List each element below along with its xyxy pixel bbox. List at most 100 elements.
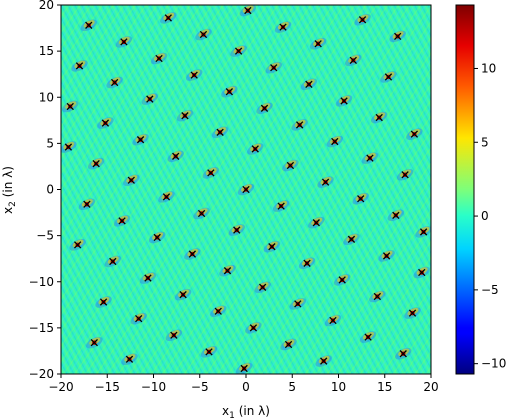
lattice-point — [389, 30, 406, 43]
lattice-point — [404, 307, 421, 319]
lattice-point — [254, 281, 271, 294]
lattice-point — [396, 168, 414, 181]
lattice-point — [291, 119, 308, 131]
x-tick-label: −20 — [48, 380, 73, 394]
colorbar-tick-label: 0 — [481, 209, 489, 223]
lattice-point — [195, 28, 212, 41]
lattice-point — [395, 347, 412, 360]
lattice-point — [174, 288, 192, 301]
lattice-point — [289, 298, 307, 310]
y-tick-label: 20 — [39, 0, 54, 12]
lattice-point — [62, 100, 79, 113]
lattice-point — [69, 239, 86, 251]
lattice-point — [272, 200, 290, 212]
lattice-point — [71, 60, 88, 72]
lattice-point — [158, 191, 175, 203]
lattice-point — [333, 274, 351, 286]
lattice-point — [308, 216, 325, 229]
lattice-point — [193, 207, 210, 220]
lattice-point — [87, 157, 105, 170]
y-tick-label: −10 — [29, 275, 54, 289]
x-tick-label: 0 — [242, 380, 250, 394]
lattice-point — [335, 95, 353, 107]
lattice-point — [185, 69, 203, 81]
lattice-point — [61, 141, 77, 153]
heatmap-plot-area — [61, 5, 431, 374]
lattice-point — [263, 240, 281, 253]
colorbar — [456, 5, 474, 374]
lattice-point — [200, 346, 218, 358]
lattice-point — [148, 231, 166, 244]
lattice-point — [380, 71, 397, 83]
y-axis: −20 −15 −10 −5 0 5 10 15 20 — [29, 0, 61, 381]
colorbar-tick-label: 10 — [481, 61, 496, 75]
lattice-point — [78, 198, 96, 211]
lattice-point — [354, 13, 371, 26]
lattice-point — [274, 21, 292, 33]
colorbar-tick-label: 5 — [481, 135, 489, 149]
lattice-point — [165, 329, 183, 342]
lattice-point — [106, 76, 123, 89]
colorbar-tick-label: −5 — [481, 283, 499, 297]
lattice-point — [176, 109, 194, 122]
lattice-point — [239, 5, 257, 17]
lattice-point — [343, 233, 360, 246]
lattice-point — [95, 296, 112, 308]
lattice-point — [139, 272, 157, 284]
lattice-point — [280, 338, 297, 351]
lattice-point — [97, 117, 114, 129]
lattice-point — [359, 331, 377, 343]
lattice-point — [245, 322, 262, 334]
y-axis-label: x2 (in λ) — [1, 166, 18, 214]
lattice-point — [228, 224, 245, 236]
lattice-point — [235, 362, 253, 374]
lattice-point — [80, 19, 97, 32]
lattice-point — [265, 61, 282, 74]
y-tick-label: −20 — [29, 367, 54, 381]
lattice-point — [150, 52, 168, 65]
lattice-point — [406, 128, 423, 140]
y-tick-label: 15 — [39, 44, 54, 58]
lattice-point — [184, 248, 201, 260]
lattice-point — [219, 264, 236, 277]
lattice-point — [230, 45, 247, 57]
x-tick-label: 20 — [423, 380, 438, 394]
lattice-point — [132, 133, 149, 146]
x-tick-label: 5 — [288, 380, 296, 394]
x-axis-label: x1 (in λ) — [222, 404, 270, 418]
y-tick-label: 0 — [46, 183, 54, 197]
lattice-point — [413, 266, 430, 279]
lattice-point — [298, 257, 316, 270]
x-tick-label: −5 — [191, 380, 209, 394]
x-tick-label: 15 — [377, 380, 392, 394]
lattice-point — [326, 135, 344, 148]
lattice-point — [300, 78, 318, 91]
lattice-point — [167, 150, 184, 163]
lattice-point — [247, 143, 264, 155]
y-tick-label: −5 — [36, 229, 54, 243]
lattice-point — [387, 209, 405, 222]
lattice-point — [317, 176, 334, 188]
lattice-point — [256, 102, 273, 115]
colorbar-tick-label: −10 — [481, 357, 506, 371]
lattice-point — [86, 336, 103, 349]
lattice-point — [160, 12, 177, 24]
colorbar-frame — [455, 4, 475, 375]
x-tick-label: −10 — [141, 380, 166, 394]
lattice-point — [115, 36, 133, 48]
lattice-points — [61, 5, 431, 374]
lattice-point — [378, 250, 395, 262]
y-tick-label: 10 — [39, 90, 54, 104]
lattice-point — [121, 353, 138, 366]
lattice-point — [202, 167, 220, 179]
lattice-point — [221, 85, 238, 98]
x-tick-label: 10 — [331, 380, 346, 394]
lattice-point — [237, 183, 255, 196]
lattice-point — [352, 192, 369, 205]
x-tick-label: −15 — [95, 380, 120, 394]
lattice-point — [210, 305, 227, 318]
lattice-point — [361, 152, 379, 164]
lattice-point — [141, 93, 159, 105]
lattice-point — [113, 215, 131, 227]
lattice-point — [130, 312, 147, 325]
